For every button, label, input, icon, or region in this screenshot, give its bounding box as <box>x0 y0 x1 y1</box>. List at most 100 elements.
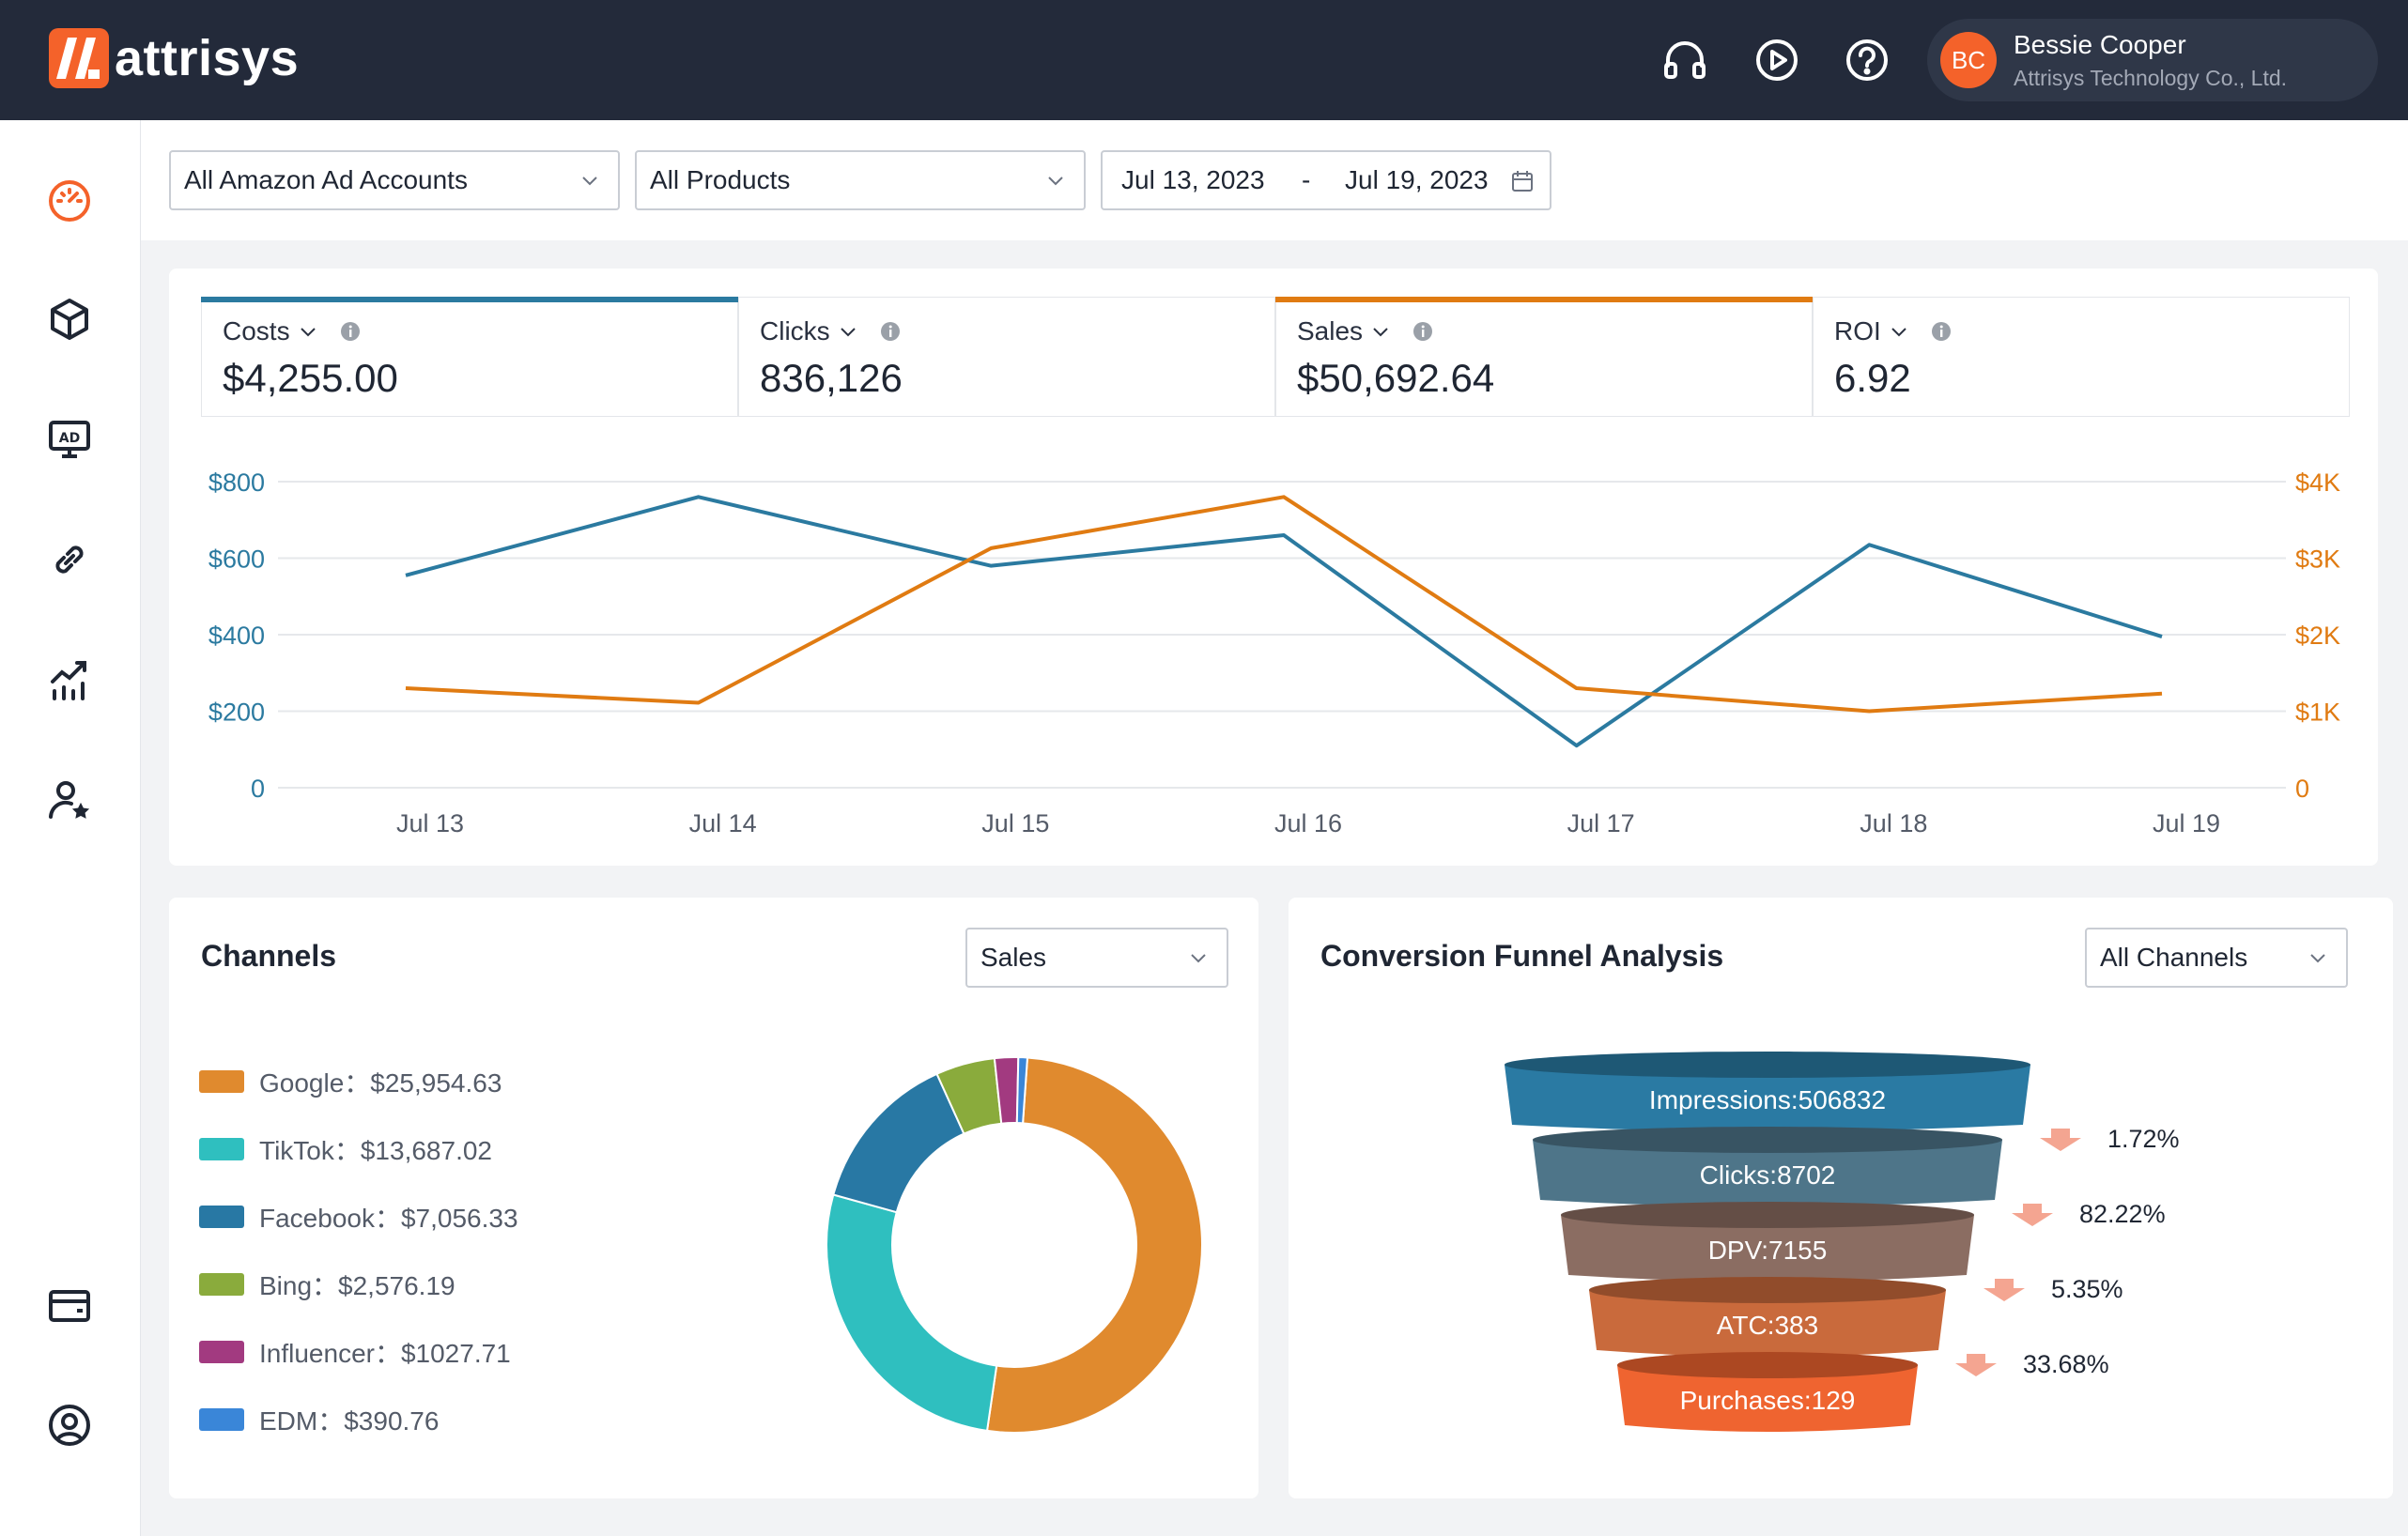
left-axis-tick-label: $400 <box>208 622 265 650</box>
metric-tab-costs[interactable]: Costs $4,255.00 <box>201 297 738 417</box>
product-box-icon[interactable] <box>43 293 96 346</box>
legend-swatch <box>199 1273 244 1296</box>
legend-label: Google：$25,954.63 <box>259 1068 502 1098</box>
left-axis-tick-label: 0 <box>251 775 265 803</box>
chevron-down-icon <box>1048 177 1063 186</box>
channels-donut-chart <box>826 1056 1203 1434</box>
date-end[interactable]: Jul 19, 2023 <box>1345 165 1489 194</box>
wallet-icon[interactable] <box>43 1279 96 1331</box>
legend-swatch <box>199 1206 244 1228</box>
legend-item[interactable]: Google：$25,954.63 <box>199 1063 502 1100</box>
funnel-stage-body <box>1533 1140 2002 1206</box>
x-axis-tick-label: Jul 18 <box>1860 809 1927 837</box>
info-icon[interactable] <box>1930 320 1953 343</box>
legend-item[interactable]: Facebook：$7,056.33 <box>199 1198 518 1236</box>
conversion-rate: 1.72% <box>2107 1125 2180 1153</box>
funnel-stage[interactable]: ATC:383 <box>1589 1277 1946 1357</box>
metric-value: $4,255.00 <box>223 356 398 400</box>
legend-item[interactable]: EDM：$390.76 <box>199 1401 439 1438</box>
donut-slice[interactable] <box>1015 1056 1029 1125</box>
series-line[interactable] <box>405 495 2163 714</box>
chevron-down-icon[interactable] <box>1370 321 1391 342</box>
conversion-rate: 5.35% <box>2051 1275 2123 1303</box>
legend-item[interactable]: Influencer：$1027.71 <box>199 1333 511 1371</box>
series-line[interactable] <box>405 495 2163 748</box>
logo[interactable]: attrisys <box>49 28 299 88</box>
help-icon[interactable] <box>1841 34 1893 86</box>
funnel-stage-top <box>1533 1127 2002 1153</box>
funnel-channel-select[interactable]: All Channels <box>2085 928 2348 988</box>
legend-swatch <box>199 1408 244 1431</box>
legend-item[interactable]: Bing：$2,576.19 <box>199 1266 455 1303</box>
funnel-stage-top <box>1589 1277 1946 1303</box>
donut-slice[interactable] <box>985 1056 1203 1434</box>
metric-value: 836,126 <box>760 356 903 400</box>
chevron-down-icon[interactable] <box>838 321 858 342</box>
legend-swatch <box>199 1138 244 1160</box>
metric-selected-bar <box>201 297 738 302</box>
user-menu[interactable]: BC Bessie Cooper Attrisys Technology Co.… <box>1927 19 2378 101</box>
funnel-stage-top <box>1561 1202 1974 1228</box>
channels-metric-select[interactable]: Sales <box>965 928 1228 988</box>
chevron-down-icon <box>2310 954 2325 963</box>
funnel-stage-body <box>1505 1065 2030 1131</box>
x-axis-tick-label: Jul 19 <box>2153 809 2220 837</box>
chevron-down-icon[interactable] <box>298 321 318 342</box>
funnel-channel-value: All Channels <box>2100 943 2248 972</box>
funnel-stage[interactable]: Purchases:129 <box>1617 1352 1918 1432</box>
top-navigation-bar: attrisys BC Bessie Cooper Attrisys Techn… <box>0 0 2408 120</box>
legend-label: TikTok：$13,687.02 <box>259 1136 492 1165</box>
channels-metric-value: Sales <box>980 943 1047 972</box>
x-axis-tick-label: Jul 14 <box>689 809 757 837</box>
funnel-stage-top-shade <box>1561 1202 1974 1228</box>
date-range-picker[interactable]: Jul 13, 2023 - Jul 19, 2023 <box>1101 150 1551 210</box>
funnel-stage[interactable]: DPV:7155 <box>1561 1202 1974 1282</box>
account-icon[interactable] <box>43 1399 96 1452</box>
avatar: BC <box>1940 32 1997 88</box>
legend-item[interactable]: TikTok：$13,687.02 <box>199 1130 492 1168</box>
funnel-stage[interactable]: Clicks:8702 <box>1533 1127 2002 1206</box>
funnel-title: Conversion Funnel Analysis <box>1320 939 1724 973</box>
right-axis-tick-label: 0 <box>2295 775 2309 803</box>
metric-value: $50,692.64 <box>1297 356 1495 400</box>
donut-slice[interactable] <box>826 1193 998 1433</box>
right-axis-tick-label: $3K <box>2295 545 2340 574</box>
user-star-icon[interactable] <box>43 774 96 826</box>
funnel-stage[interactable]: Impressions:506832 <box>1505 1052 2030 1131</box>
sidebar: AD <box>0 120 141 1536</box>
conversion-arrow-icon <box>2040 1129 2081 1151</box>
info-icon[interactable] <box>1412 320 1434 343</box>
ad-icon[interactable]: AD <box>43 413 96 466</box>
right-axis-tick-label: $1K <box>2295 699 2340 727</box>
conversion-funnel: Impressions:506832 Clicks:8702 DPV:7155 ATC… <box>1505 1052 2180 1432</box>
dashboard-icon[interactable] <box>43 173 96 225</box>
x-axis-tick-label: Jul 13 <box>396 809 464 837</box>
channels-card: Channels Sales Google：$25,954.63 TikTok：$… <box>169 898 1258 1498</box>
funnel-stage-top-shade <box>1533 1127 2002 1153</box>
metric-tab-roi[interactable]: ROI 6.92 <box>1813 297 2350 417</box>
link-icon[interactable] <box>43 533 96 586</box>
svg-text:AD: AD <box>59 431 80 446</box>
donut-slice[interactable] <box>832 1072 965 1214</box>
headset-icon[interactable] <box>1659 34 1711 86</box>
left-axis-tick-label: $800 <box>208 468 265 497</box>
analytics-icon[interactable] <box>43 653 96 706</box>
chevron-down-icon[interactable] <box>1889 321 1909 342</box>
ad-account-select[interactable]: All Amazon Ad Accounts <box>169 150 620 210</box>
legend-swatch <box>199 1341 244 1363</box>
metric-tab-clicks[interactable]: Clicks 836,126 <box>738 297 1275 417</box>
product-select[interactable]: All Products <box>635 150 1086 210</box>
funnel-stage-label: Impressions:506832 <box>1649 1085 1886 1114</box>
funnel-stage-label: Purchases:129 <box>1680 1386 1856 1415</box>
conversion-rate: 33.68% <box>2023 1350 2109 1378</box>
chevron-down-icon <box>582 177 597 186</box>
play-icon[interactable] <box>1751 34 1803 86</box>
channels-title: Channels <box>201 939 337 973</box>
funnel-card: Conversion Funnel Analysis All Channels … <box>1289 898 2393 1498</box>
info-icon[interactable] <box>339 320 362 343</box>
date-start[interactable]: Jul 13, 2023 <box>1121 165 1265 194</box>
legend-label: Facebook：$7,056.33 <box>259 1204 518 1233</box>
info-icon[interactable] <box>879 320 902 343</box>
metric-label: Costs <box>223 316 290 346</box>
metric-tab-sales[interactable]: Sales $50,692.64 <box>1275 297 1813 417</box>
